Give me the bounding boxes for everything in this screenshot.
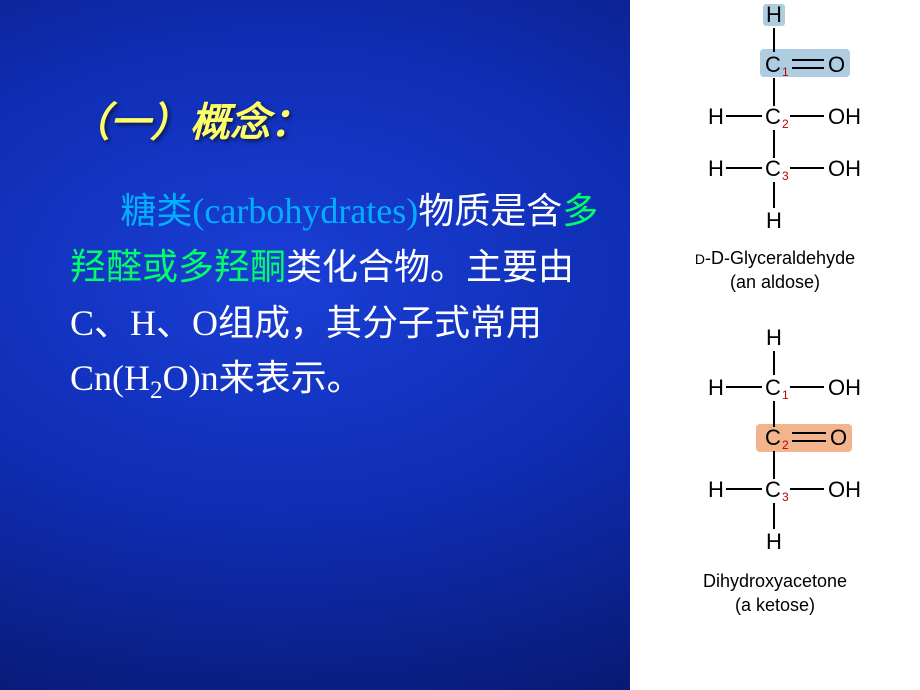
atom-h-bottom: H <box>766 208 782 233</box>
slide: （一）概念： 糖类(carbohydrates)物质是含多羟醛或多羟酮类化合物。… <box>0 0 920 690</box>
glyceraldehyde-svg: H C 1 O H C 2 OH H <box>660 2 890 242</box>
text-panel: （一）概念： 糖类(carbohydrates)物质是含多羟醛或多羟酮类化合物。… <box>0 0 630 690</box>
atom-oh-c2: OH <box>828 104 861 129</box>
body-post2: O)n来表示。 <box>163 358 363 398</box>
num2-c1: 1 <box>782 388 789 402</box>
dihydroxyacetone-svg: H H C 1 OH C 2 O H <box>660 325 890 565</box>
formula-subscript: 2 <box>150 378 163 405</box>
caption-glyceraldehyde: D-D-Glyceraldehyde (an aldose) <box>695 246 855 295</box>
num-c1: 1 <box>782 65 789 79</box>
body-pre: 物质是含 <box>418 191 562 231</box>
caption-subtype: (an aldose) <box>730 272 820 292</box>
atom2-h-bottom: H <box>766 529 782 554</box>
atom2-oh-c1: OH <box>828 375 861 400</box>
atom2-c2: C <box>765 425 781 450</box>
atom-h-c2l: H <box>708 104 724 129</box>
atom-c3: C <box>765 156 781 181</box>
atom2-o2: O <box>830 425 847 450</box>
structures-panel: H C 1 O H C 2 OH H <box>630 0 920 690</box>
atom2-oh-c3: OH <box>828 477 861 502</box>
slide-heading: （一）概念： <box>70 90 620 148</box>
caption2-name: Dihydroxyacetone <box>703 571 847 591</box>
term-subject: 糖类(carbohydrates) <box>120 191 418 231</box>
caption-dihydroxyacetone: Dihydroxyacetone (a ketose) <box>703 569 847 618</box>
atom2-h-c1l: H <box>708 375 724 400</box>
num-c3: 3 <box>782 169 789 183</box>
atom2-c1: C <box>765 375 781 400</box>
caption-name: D-Glyceraldehyde <box>711 248 855 268</box>
structure-dihydroxyacetone: H H C 1 OH C 2 O H <box>660 325 890 618</box>
atom-h-top: H <box>766 2 782 27</box>
slide-body: 糖类(carbohydrates)物质是含多羟醛或多羟酮类化合物。主要由C、H、… <box>70 184 620 411</box>
structure-glyceraldehyde: H C 1 O H C 2 OH H <box>660 2 890 295</box>
atom-c1: C <box>765 52 781 77</box>
atom-oh-c3: OH <box>828 156 861 181</box>
num-c2: 2 <box>782 117 789 131</box>
caption-prefix: D <box>695 251 705 267</box>
atom-h-c3l: H <box>708 156 724 181</box>
num2-c2: 2 <box>782 438 789 452</box>
num2-c3: 3 <box>782 490 789 504</box>
atom2-c3: C <box>765 477 781 502</box>
caption2-subtype: (a ketose) <box>735 595 815 615</box>
atom-c2: C <box>765 104 781 129</box>
atom2-h-top: H <box>766 325 782 350</box>
atom2-h-c3l: H <box>708 477 724 502</box>
atom-o1: O <box>828 52 845 77</box>
